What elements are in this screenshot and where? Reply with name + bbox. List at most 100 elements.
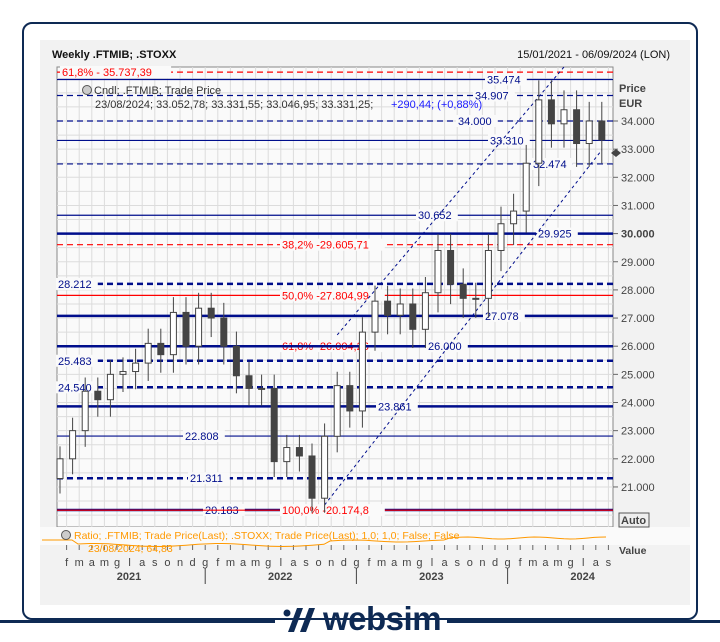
level-label-bg (56, 354, 98, 367)
candle-body (421, 292, 429, 330)
websim-logo: websim (0, 600, 720, 642)
candle-body (182, 311, 190, 347)
candle-body (459, 283, 467, 299)
x-month-label: o (316, 557, 322, 569)
divider (447, 620, 720, 623)
level-label: 23.861 (378, 401, 412, 413)
auto-scale-button[interactable] (618, 512, 650, 528)
legend-main-change: +290,44; (+0,88%) (391, 99, 482, 111)
candle-body (144, 342, 152, 364)
date-range: 15/01/2021 - 06/09/2024 (LON) (517, 49, 670, 61)
level-label-bg (376, 400, 418, 413)
level-label: 34.000 (458, 116, 492, 128)
x-month-label: m (528, 557, 537, 569)
candle-body (346, 385, 354, 412)
level-label-bg (485, 73, 527, 86)
candle-body (69, 430, 77, 460)
brand-name: websim (323, 600, 442, 637)
x-month-label: f (216, 557, 220, 569)
x-month-label: d (341, 557, 347, 569)
level-label: 34.907 (475, 90, 509, 102)
level-label: 21.311 (190, 473, 223, 485)
level-label-bg (188, 472, 230, 485)
x-month-label: s (152, 557, 158, 569)
chart-title: Weekly .FTMIB; .STOXX (52, 49, 177, 61)
x-month-label: m (553, 557, 562, 569)
x-month-label: a (391, 557, 398, 569)
x-year-label: 2022 (268, 571, 292, 583)
level-label: 26.000 (428, 341, 462, 353)
legend-main-series: Cndl; .FTMIB; Trade Price (94, 85, 221, 97)
x-month-label: f (519, 557, 523, 569)
x-month-label: g (114, 557, 120, 569)
candle-body (81, 390, 89, 432)
x-month-label: l (431, 557, 433, 569)
legend-sub-series: Ratio; .FTMIB; Trade Price(Last); .STOXX… (74, 530, 460, 542)
candle-body (119, 371, 127, 375)
y-tick-label: 24.000 (621, 398, 655, 410)
candle-body (94, 390, 102, 401)
level-label: 50,0% -27.804,99 (282, 290, 369, 302)
candle-body (358, 331, 366, 412)
level-label: 61,8% - 35.737,39 (62, 67, 152, 79)
y-tick-label: 31.000 (621, 200, 655, 212)
candle-body (169, 311, 177, 356)
x-month-label: g (568, 557, 574, 569)
candle-body (220, 317, 228, 347)
trend-channel-line (336, 66, 565, 336)
sub-pane[interactable] (40, 527, 690, 545)
candle-body (295, 447, 303, 457)
candle-body (195, 307, 203, 347)
candle-body (547, 99, 555, 125)
x-month-label: s (303, 557, 309, 569)
legend-main-values: 23/08/2024; 33.052,78; 33.331,55; 33.046… (95, 99, 373, 111)
auto-scale-label: Auto (621, 515, 646, 527)
candle-body (157, 342, 165, 356)
candle-body (371, 300, 379, 333)
y-tick-label: 33.000 (621, 144, 655, 156)
level-label-bg (183, 430, 225, 443)
level-label-bg (426, 340, 468, 353)
candle-body (585, 120, 593, 145)
candle-body (409, 303, 417, 330)
ratio-series-line (42, 536, 607, 548)
y-tick-label: 27.000 (621, 313, 655, 325)
clock-icon[interactable] (61, 530, 71, 540)
y-tick-label: 22.000 (621, 454, 655, 466)
x-month-label: a (542, 557, 549, 569)
level-label: 29.925 (538, 229, 572, 241)
candle-body (308, 455, 316, 499)
x-month-label: a (89, 557, 96, 569)
level-label: 20.183 (205, 505, 239, 517)
y-tick-label: 30.000 (621, 229, 655, 241)
currency-label: EUR (619, 98, 642, 110)
candle-body (333, 385, 341, 437)
level-label-bg (280, 504, 385, 517)
x-month-label: a (139, 557, 146, 569)
y-tick-label: 34.000 (621, 116, 655, 128)
last-price-marker-icon (611, 149, 621, 157)
level-label-bg (56, 381, 98, 394)
x-month-label: l (280, 557, 282, 569)
candle-body (510, 210, 518, 225)
level-label-bg (56, 277, 98, 290)
candle-body (396, 303, 404, 316)
x-month-label: l (128, 557, 130, 569)
x-month-label: g (202, 557, 208, 569)
candle-body (56, 458, 64, 480)
clock-icon[interactable] (82, 85, 92, 95)
x-month-label: s (606, 557, 612, 569)
level-label: 38,2% -29.605,71 (282, 240, 369, 252)
level-label: 27.078 (485, 311, 519, 323)
y-tick-label: 29.000 (621, 257, 655, 269)
candle-body (258, 387, 266, 390)
level-label: 28.212 (58, 279, 92, 291)
legend-sub-values: 23/08/2024; 64,83 (88, 543, 173, 555)
x-month-label: a (442, 557, 449, 569)
candle-body (434, 249, 442, 294)
candle-body (245, 375, 253, 389)
level-label-bg (416, 209, 458, 222)
y-tick-label: 28.000 (621, 285, 655, 297)
y-tick-label: 32.000 (621, 172, 655, 184)
